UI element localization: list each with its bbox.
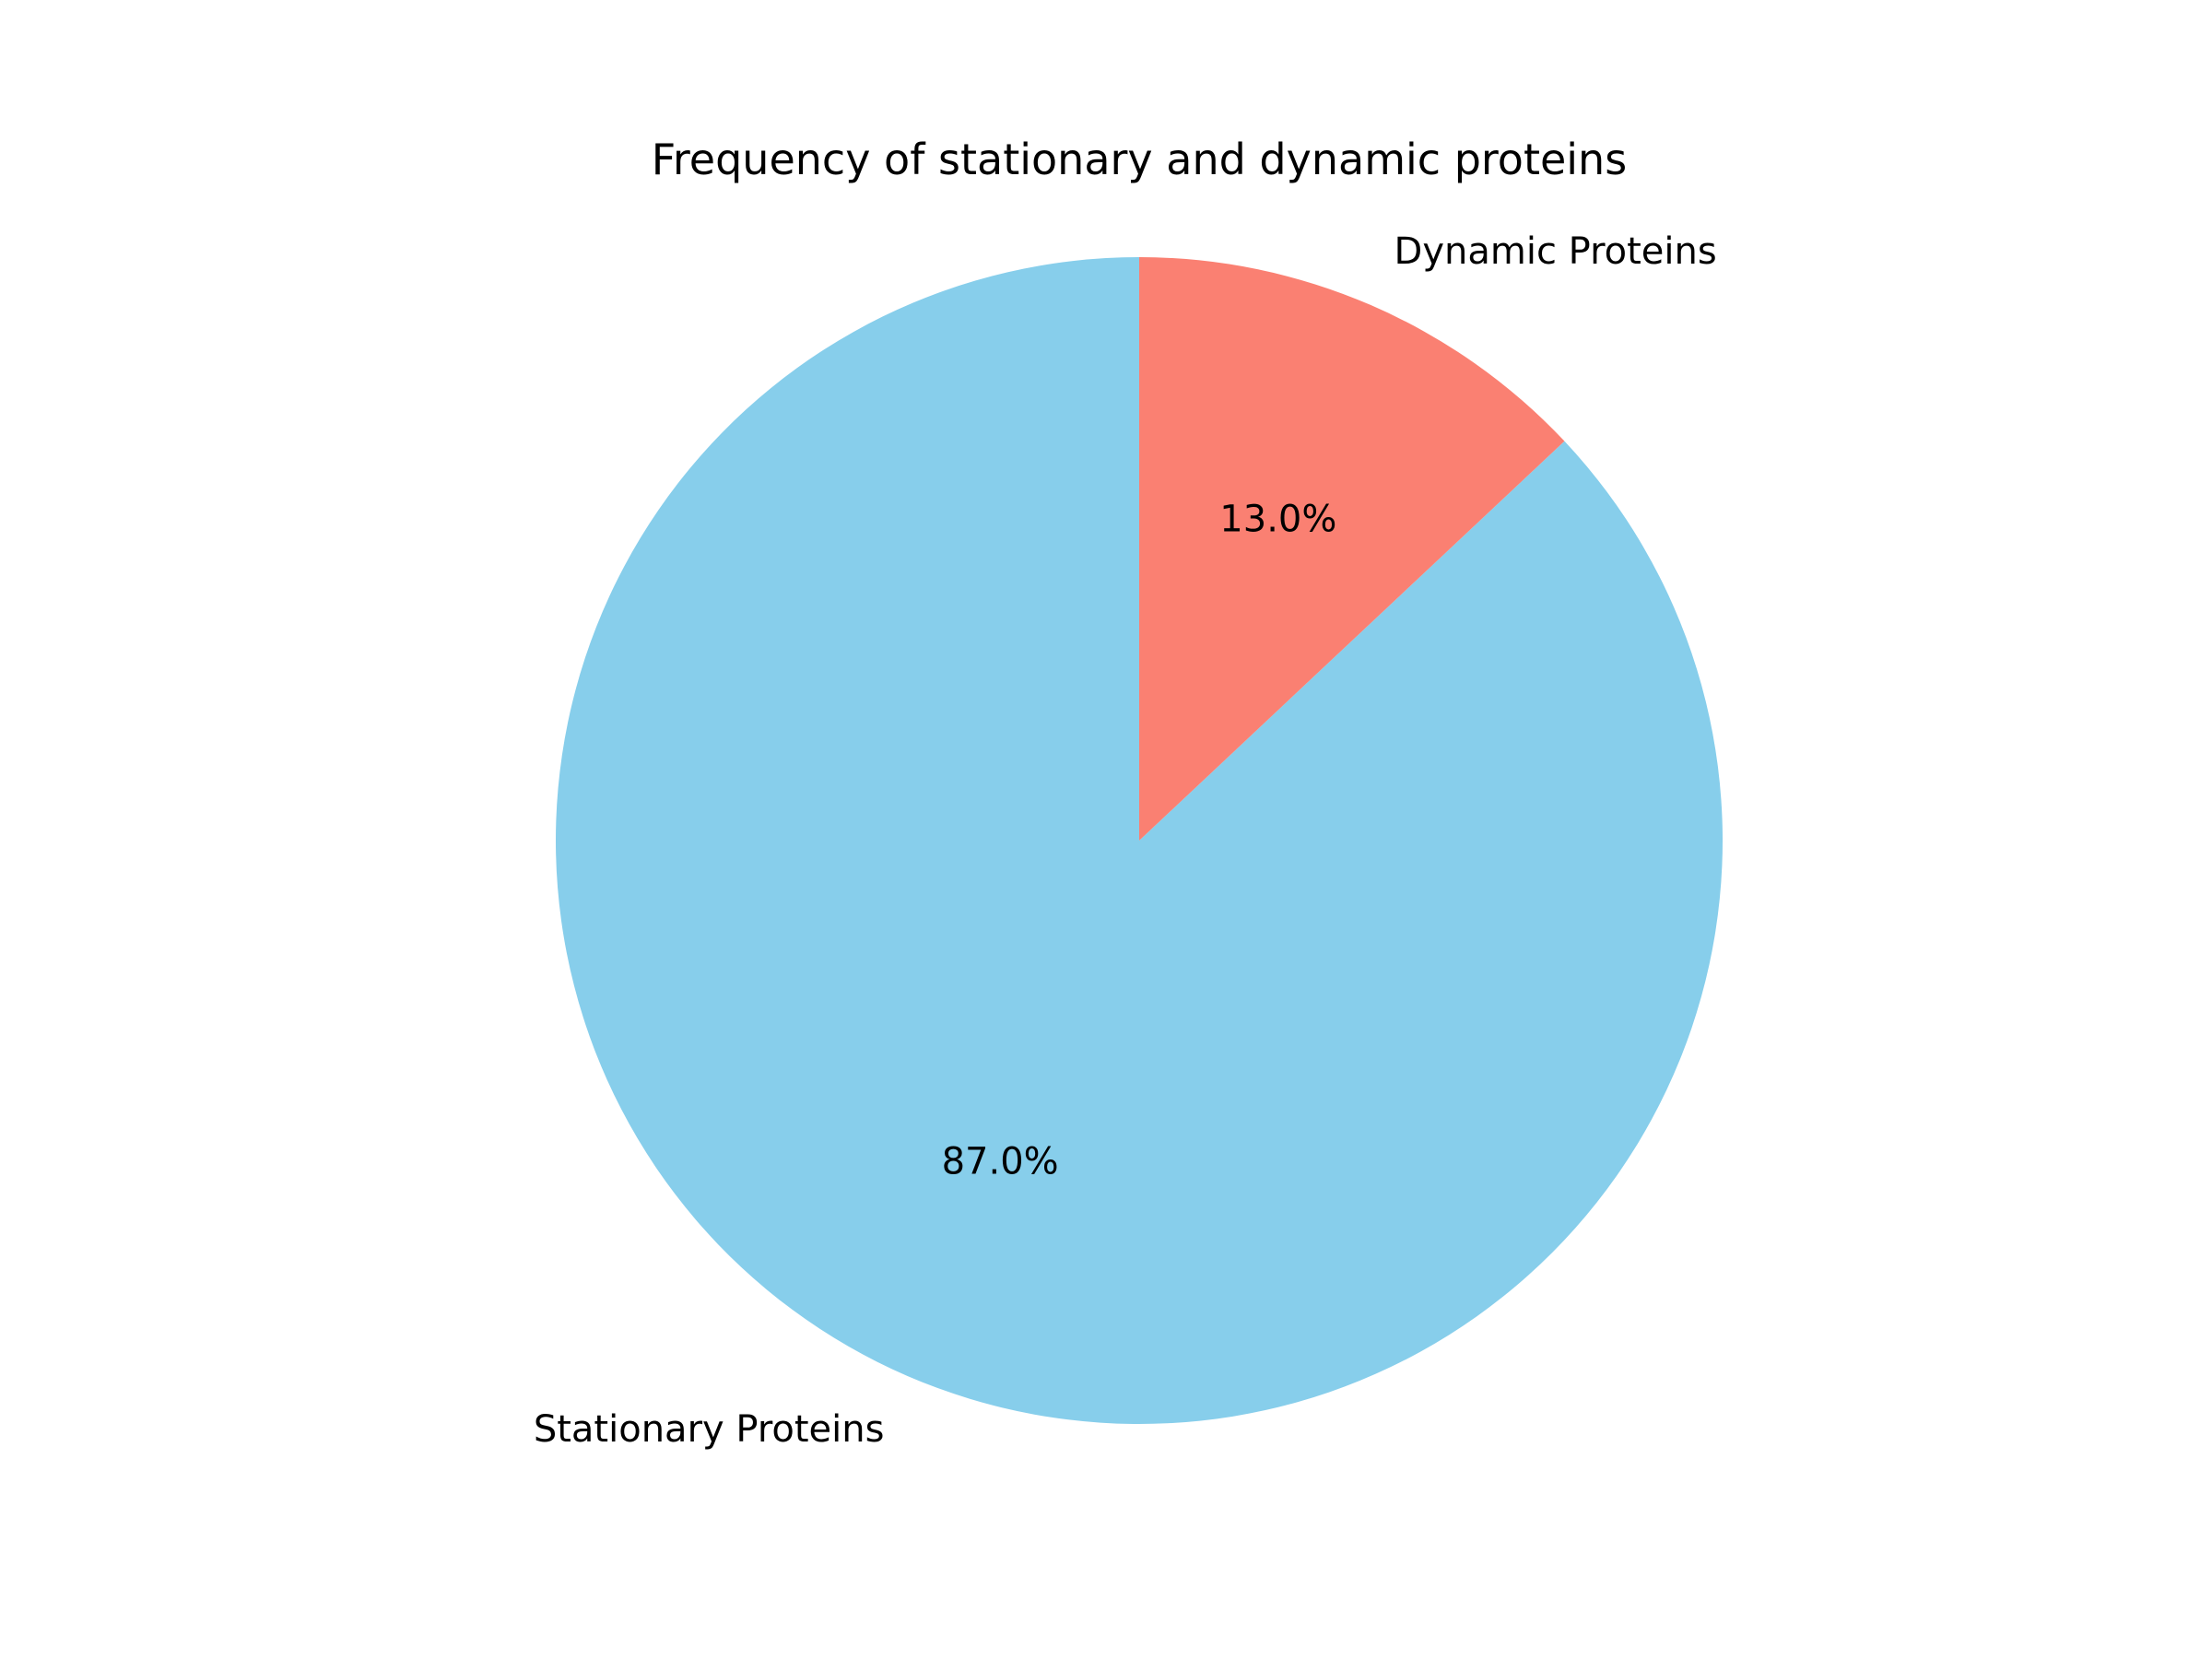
- pct-label: 13.0%: [1219, 498, 1336, 540]
- pie-labels: 87.0% Stationary Proteins 13.0% Dynamic Pro…: [534, 230, 1717, 1451]
- chart-title: Frequency of stationary and dynamic prot…: [652, 135, 1627, 184]
- slice-label: Dynamic Proteins: [1394, 230, 1717, 273]
- pie-slice-dynamic-proteins: [1139, 257, 1565, 841]
- slice-label: Stationary Proteins: [534, 1408, 885, 1451]
- pie-slices: [555, 257, 1723, 1424]
- pct-label: 87.0%: [942, 1141, 1059, 1183]
